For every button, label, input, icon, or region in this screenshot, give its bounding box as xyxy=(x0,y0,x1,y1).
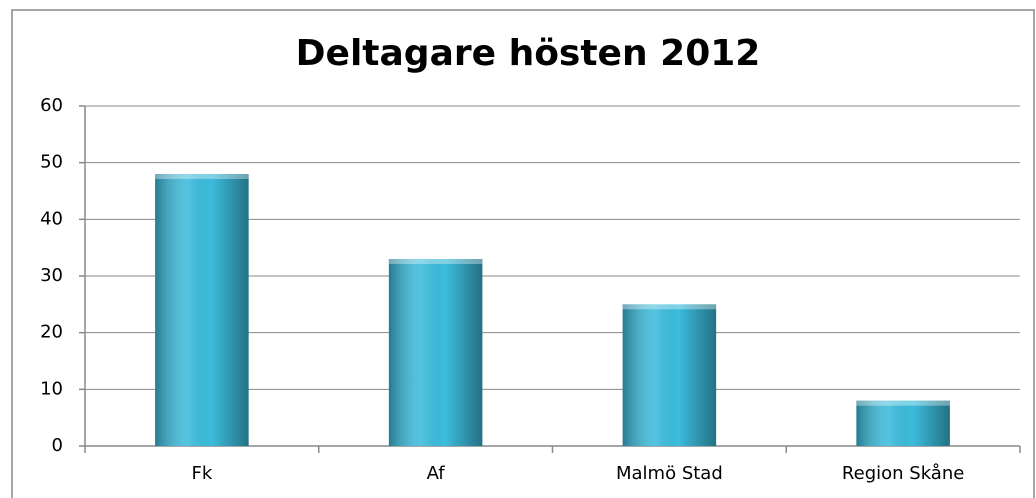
bar-shading xyxy=(856,400,950,446)
x-tick-label: Af xyxy=(427,463,446,484)
y-tick-label: 40 xyxy=(40,208,63,229)
y-tick-label: 60 xyxy=(40,95,63,116)
bar-shading xyxy=(622,304,717,446)
bar-cap xyxy=(388,259,483,264)
bar-cap xyxy=(622,304,717,310)
bar-cap xyxy=(155,174,249,179)
y-tick-label: 20 xyxy=(40,322,63,343)
x-tick-label: Malmö Stad xyxy=(616,463,723,484)
x-tick-label: Region Skåne xyxy=(842,463,964,484)
x-tick-label: Fk xyxy=(191,463,212,484)
bar-shading xyxy=(388,259,483,446)
y-tick-label: 30 xyxy=(40,265,63,286)
bar-cap xyxy=(856,400,950,406)
y-tick-label: 10 xyxy=(40,378,63,399)
bar-shading xyxy=(155,174,249,446)
y-tick-label: 50 xyxy=(40,152,63,173)
y-tick-label: 0 xyxy=(52,435,63,456)
chart-title: Deltagare hösten 2012 xyxy=(296,33,761,74)
